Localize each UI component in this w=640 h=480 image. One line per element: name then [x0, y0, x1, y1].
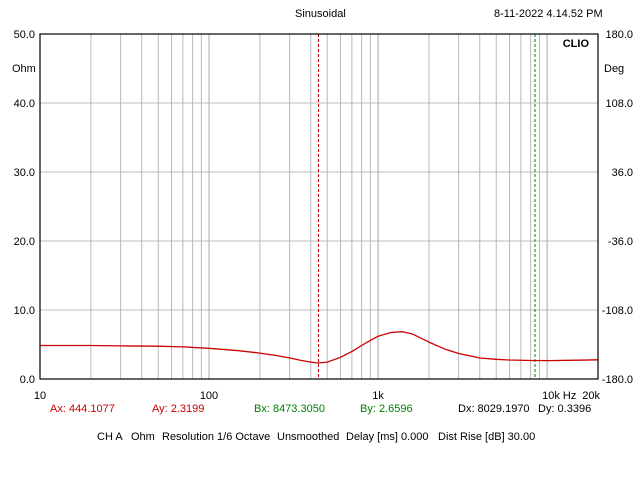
- x-tick-labels: 10 100 1k 10k Hz 20k: [34, 390, 601, 402]
- left-axis-unit: Ohm: [12, 63, 36, 75]
- right-tick-label: -180.0: [602, 374, 633, 386]
- x-tick-label: 10: [34, 390, 46, 402]
- delay-label: Delay [ms] 0.000: [346, 431, 429, 443]
- left-tick-label: 0.0: [20, 374, 35, 386]
- left-tick-labels: 50.0 40.0 30.0 20.0 10.0 0.0: [14, 29, 35, 386]
- right-tick-label: 36.0: [612, 167, 633, 179]
- left-tick-label: 40.0: [14, 98, 35, 110]
- right-axis-unit: Deg: [604, 63, 625, 75]
- timestamp: 8-11-2022 4.14.52 PM: [494, 8, 603, 20]
- right-tick-label: 180.0: [605, 29, 633, 41]
- right-tick-label: -36.0: [608, 236, 633, 248]
- right-tick-labels: 180.0 108.0 36.0 -36.0 -108.0 -180.0: [602, 29, 633, 386]
- left-tick-label: 30.0: [14, 167, 35, 179]
- left-tick-label: 10.0: [14, 305, 35, 317]
- plot-border: [39, 33, 599, 380]
- dist-rise-label: Dist Rise [dB] 30.00: [438, 431, 536, 443]
- right-tick-label: 108.0: [605, 98, 633, 110]
- cursor-b-y-readout: By: 2.6596: [360, 403, 413, 415]
- x-tick-label: 1k: [372, 390, 384, 402]
- resolution-label: Resolution 1/6 Octave: [162, 431, 271, 443]
- x-tick-label: 100: [200, 390, 218, 402]
- delta-y-readout: Dy: 0.3396: [538, 403, 592, 415]
- curves: [40, 331, 599, 364]
- right-tick-label: -108.0: [602, 305, 633, 317]
- smoothing-label: Unsmoothed: [277, 431, 340, 443]
- cursors: [318, 34, 536, 379]
- chart-title: Sinusoidal: [295, 8, 346, 20]
- left-tick-label: 50.0: [14, 29, 35, 41]
- grid: [40, 34, 598, 379]
- impedance-curve: [40, 331, 599, 364]
- brand-label: CLIO: [563, 38, 590, 50]
- channel-label: CH A: [97, 431, 123, 443]
- plot-frame: [39, 33, 599, 380]
- delta-x-readout: Dx: 8029.1970: [458, 403, 530, 415]
- x-tick-label: 10k Hz: [542, 390, 576, 402]
- x-tick-label: 20k: [582, 390, 600, 402]
- cursor-a-x-readout: Ax: 444.1077: [50, 403, 115, 415]
- footer-unit-label: Ohm: [131, 431, 155, 443]
- cursor-b-x-readout: Bx: 8473.3050: [254, 403, 325, 415]
- cursor-a-y-readout: Ay: 2.3199: [152, 403, 205, 415]
- left-tick-label: 20.0: [14, 236, 35, 248]
